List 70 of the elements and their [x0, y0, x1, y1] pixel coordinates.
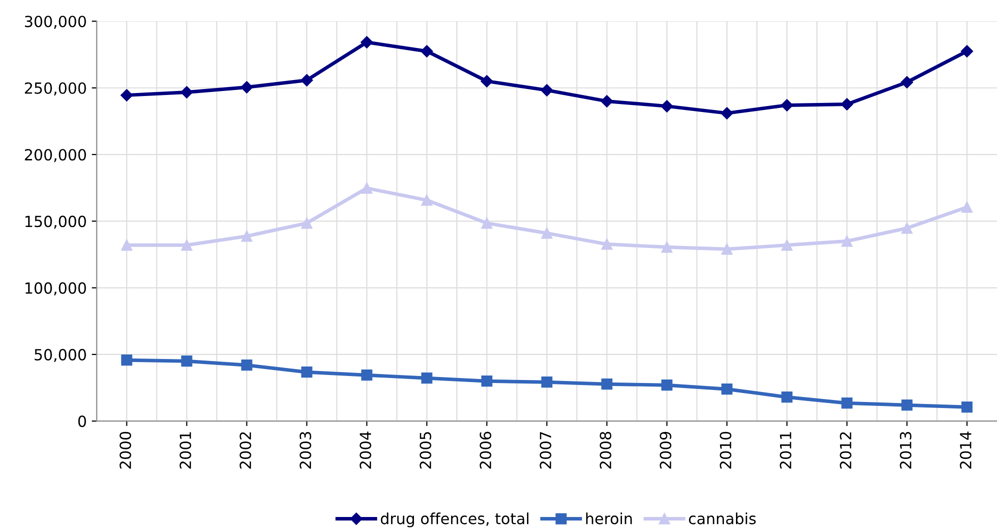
point	[720, 107, 734, 120]
x-tick-label: 2009	[660, 432, 672, 469]
point	[481, 376, 492, 387]
point	[301, 218, 312, 229]
x-tick-label: 2001	[180, 432, 192, 469]
x-tick-label: 2008	[600, 432, 612, 469]
y-tick-label: 50,000	[34, 348, 86, 362]
y-tick-label: 0	[78, 416, 86, 428]
point	[181, 240, 192, 251]
point	[781, 240, 792, 251]
x-tick-label: 2000	[120, 432, 132, 469]
point	[180, 86, 193, 98]
point	[300, 74, 313, 86]
x-tick-label: 2002	[240, 432, 252, 469]
point	[421, 372, 432, 384]
point	[181, 356, 192, 367]
point	[961, 202, 973, 213]
point	[301, 366, 312, 378]
point	[541, 376, 552, 388]
point	[121, 354, 132, 366]
x-tick-label: 2013	[900, 432, 912, 469]
x-tick-label: 2006	[480, 432, 492, 469]
point	[841, 236, 853, 247]
x-tick-label: 2005	[420, 432, 432, 469]
point	[421, 194, 432, 206]
point	[120, 89, 133, 102]
point	[780, 99, 794, 112]
y-tick-label: 100,000	[25, 282, 86, 296]
x-tick-label: 2004	[360, 432, 372, 469]
x-tick-label: 2011	[780, 432, 792, 469]
legend-label: drug offences, total	[380, 512, 528, 528]
x-tick-label: 2012	[840, 432, 852, 469]
point	[840, 98, 854, 110]
x-tick-label: 2010	[720, 432, 732, 469]
point	[901, 222, 913, 234]
point	[660, 100, 673, 112]
point	[601, 238, 612, 250]
legend-label: heroin	[586, 512, 632, 524]
y-tick-label: 150,000	[25, 216, 86, 229]
point	[480, 75, 493, 88]
point	[240, 81, 253, 94]
point	[481, 218, 492, 229]
point	[241, 230, 252, 242]
y-tick-label: 300,000	[24, 16, 86, 29]
point	[960, 45, 974, 58]
point	[541, 228, 552, 239]
point	[601, 378, 612, 390]
point	[900, 76, 914, 88]
x-tick-label: 2007	[540, 432, 552, 469]
point	[961, 402, 973, 413]
point	[360, 36, 373, 48]
legend-label: cannabis	[688, 512, 756, 524]
point	[721, 384, 732, 395]
point	[901, 400, 913, 411]
point	[540, 84, 553, 96]
point	[661, 380, 672, 391]
point	[721, 244, 732, 255]
y-tick-label: 250,000	[24, 82, 86, 96]
point	[781, 392, 792, 403]
point	[361, 182, 372, 194]
point	[661, 242, 672, 253]
point	[420, 45, 433, 58]
x-tick-label: 2014	[960, 432, 972, 469]
x-tick-label: 2003	[300, 432, 312, 469]
point	[121, 240, 132, 251]
point	[241, 360, 252, 371]
point	[600, 95, 613, 108]
point	[841, 398, 853, 409]
point	[361, 370, 372, 381]
y-tick-label: 200,000	[24, 148, 86, 162]
